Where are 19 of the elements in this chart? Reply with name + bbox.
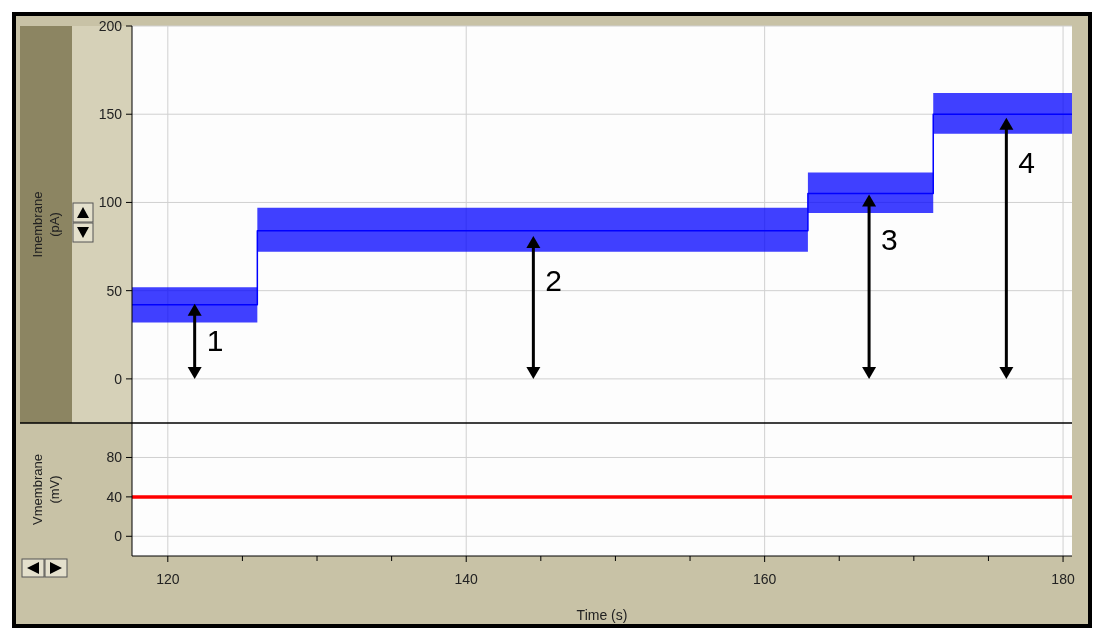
annotation: 4 [1018,145,1036,179]
y-tick-label: 200 [98,17,123,34]
y-tick-label: 50 [106,282,123,299]
y-axis-title: Vmembrane (mV) [30,454,62,525]
x-tick-label: 180 [1051,571,1075,587]
y-axis-title: Imembrane (pA) [30,191,62,258]
x-tick-label: 120 [156,571,180,587]
x-tick-label: 160 [752,571,777,587]
x-axis-title: Time (s) [576,607,628,623]
y-tick-label: 40 [106,488,123,505]
y-tick-label: 80 [106,449,123,466]
annotation: 3 [881,222,898,256]
y-tick-label: 0 [114,370,123,387]
y-tick-label: 150 [98,106,123,123]
x-tick-label: 140 [454,571,479,587]
annotation: 1 [206,324,224,358]
y-tick-label: 0 [114,528,123,545]
annotation: 2 [545,263,563,297]
y-tick-label: 100 [98,194,123,211]
